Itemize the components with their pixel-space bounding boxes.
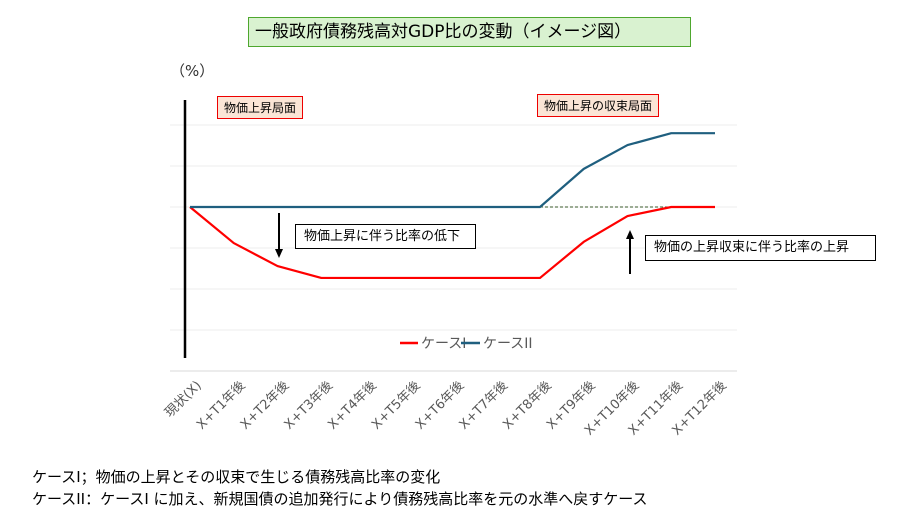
note-ratio-decline: 物価上昇に伴う比率の低下 bbox=[295, 224, 476, 249]
phase-label-inflation: 物価上昇局面 bbox=[217, 96, 304, 119]
y-axis-unit-label: （%） bbox=[170, 62, 215, 80]
arrow-down-head-icon bbox=[275, 249, 283, 258]
footnote-case1: ケースI；物価の上昇とその収束で生じる債務残高比率の変化 bbox=[32, 468, 441, 486]
legend-label-case2: ケースII bbox=[483, 336, 533, 352]
note-ratio-rise: 物価の上昇収束に伴う比率の上昇 bbox=[645, 235, 876, 261]
footnote-case2: ケースII：ケースI に加え、新規国債の追加発行により債務残高比率を元の水準へ戻… bbox=[32, 490, 648, 508]
legend-label-case1: ケースI bbox=[421, 336, 466, 352]
phase-label-convergence: 物価上昇の収束局面 bbox=[537, 94, 660, 117]
series-line-case1 bbox=[189, 205, 715, 280]
x-tick-label: 現状(X) bbox=[162, 378, 204, 420]
chart-title: 一般政府債務残高対GDP比の変動（イメージ図） bbox=[248, 17, 691, 47]
series-line-case2 bbox=[190, 132, 715, 209]
arrow-up-head-icon bbox=[626, 230, 634, 239]
